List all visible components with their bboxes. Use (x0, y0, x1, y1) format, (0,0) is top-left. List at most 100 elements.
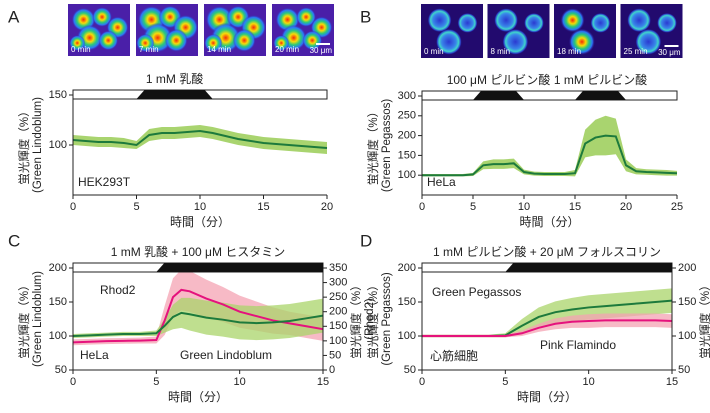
cell (524, 12, 544, 33)
error-band (73, 125, 327, 154)
cell (568, 28, 595, 55)
cell (204, 33, 223, 53)
x-tick-label: 10 (583, 376, 595, 388)
stimulus (156, 263, 323, 272)
cell (296, 7, 317, 27)
panel-label: D (360, 231, 372, 250)
y-tick-label: 150 (49, 89, 67, 101)
y2-tick-label: 200 (329, 306, 347, 318)
x-tick-label: 0 (70, 201, 76, 213)
y2-tick-label: 250 (329, 291, 347, 303)
stimulus-label: 1 mM 乳酸 + 100 μM ヒスタミン (111, 244, 286, 259)
series-label: Green Pegassos (432, 285, 521, 299)
image-time-label: 0 min (71, 45, 91, 54)
y2-tick-label: 200 (678, 262, 696, 274)
y-tick-label: 200 (49, 262, 67, 274)
cell (657, 12, 677, 33)
series-line (72, 288, 324, 344)
cell (457, 12, 478, 33)
cell (627, 8, 652, 33)
cell (502, 28, 529, 55)
x-tick-label: 15 (569, 201, 581, 213)
y-tick-label: 100 (49, 139, 67, 151)
cell (92, 7, 113, 27)
stimulus-label: 1 mM ピルビン酸 + 20 μM フォルスコリン (433, 244, 661, 259)
x-tick-label: 15 (666, 376, 678, 388)
y-tick-label: 50 (404, 364, 416, 376)
y-tick-label: 200 (398, 130, 416, 142)
stimulus-label: 1 mM 乳酸 (146, 71, 203, 86)
y-axis-label: 蛍光輝度（%） (17, 105, 31, 184)
stimulus-label: 100 μM ピルビン酸 (447, 72, 551, 87)
series-label: Pink Flamindo (540, 338, 616, 352)
panel-label: B (360, 7, 371, 26)
y-tick-label: 100 (398, 169, 416, 181)
y-axis-sublabel: (Green Pegassos) (381, 272, 393, 365)
x-axis-label: 時間（分） (170, 215, 230, 229)
y-axis-label: 蛍光輝度（%） (366, 106, 380, 185)
x-tick-label: 20 (620, 201, 632, 213)
y-tick-label: 100 (49, 330, 67, 342)
cell (560, 8, 585, 33)
image-time-label: 7 min (139, 45, 159, 54)
panel-label: A (8, 7, 20, 26)
stimulus-bar (421, 90, 678, 101)
y2-tick-label: 350 (329, 262, 347, 274)
error-band (422, 288, 672, 338)
series-line (72, 311, 324, 337)
x-tick-label: 5 (133, 201, 139, 213)
x-tick-label: 10 (194, 201, 206, 213)
stimulus (575, 91, 626, 100)
x-tick-label: 10 (518, 201, 530, 213)
cell (590, 12, 611, 33)
image-time-label: 20 min (275, 45, 299, 54)
y2-tick-label: 150 (329, 320, 347, 332)
image-time-label: 18 min (557, 47, 581, 56)
y2-tick-label: 0 (329, 364, 335, 376)
y2-axis-label: 蛍光輝度（%） (349, 279, 363, 358)
x-tick-label: 10 (234, 376, 246, 388)
x-tick-label: 0 (419, 201, 425, 213)
cell (164, 28, 188, 52)
annotation: HeLa (80, 348, 109, 362)
x-tick-label: 5 (502, 376, 508, 388)
series-label: Green Lindoblum (180, 348, 272, 362)
cell (69, 35, 86, 51)
stimulus-label: 1 mM ピルビン酸 (554, 72, 647, 87)
y-tick-label: 150 (398, 296, 416, 308)
y-axis-label: 蛍光輝度（%） (17, 279, 31, 358)
x-tick-label: 0 (70, 376, 76, 388)
y-axis-sublabel: (Green Lindoblum) (32, 97, 44, 193)
y2-tick-label: 50 (678, 364, 690, 376)
stimulus (473, 91, 524, 100)
y-axis-label: 蛍光輝度（%） (366, 279, 380, 358)
scale-bar-label: 30 μm (310, 46, 333, 55)
scale-bar-label: 30 μm (658, 48, 681, 57)
cell (635, 28, 662, 55)
x-tick-label: 15 (257, 201, 269, 213)
y2-tick-label: 100 (678, 330, 696, 342)
y2-axis-label: 蛍光輝度（%） (698, 279, 710, 358)
x-axis-label: 時間（分） (517, 390, 577, 404)
series-line (422, 134, 678, 177)
x-tick-label: 15 (317, 376, 329, 388)
y2-tick-label: 300 (329, 276, 347, 288)
cell (98, 30, 119, 51)
cell (427, 8, 452, 33)
image-time-label: 25 min (624, 47, 648, 56)
series-line (72, 129, 328, 149)
x-axis-label: 時間（分） (519, 215, 579, 229)
y-tick-label: 150 (398, 149, 416, 161)
x-axis-label: 時間（分） (168, 390, 228, 404)
cell (273, 35, 290, 51)
y-axis-sublabel: (Green Pegassos) (381, 99, 393, 192)
y-tick-label: 200 (398, 262, 416, 274)
image-time-label: 8 min (491, 47, 511, 56)
series-line (422, 319, 673, 337)
cell (136, 33, 155, 53)
stimulus (505, 263, 672, 272)
x-tick-label: 25 (671, 201, 683, 213)
error-band (422, 115, 677, 177)
y-tick-label: 250 (398, 110, 416, 122)
